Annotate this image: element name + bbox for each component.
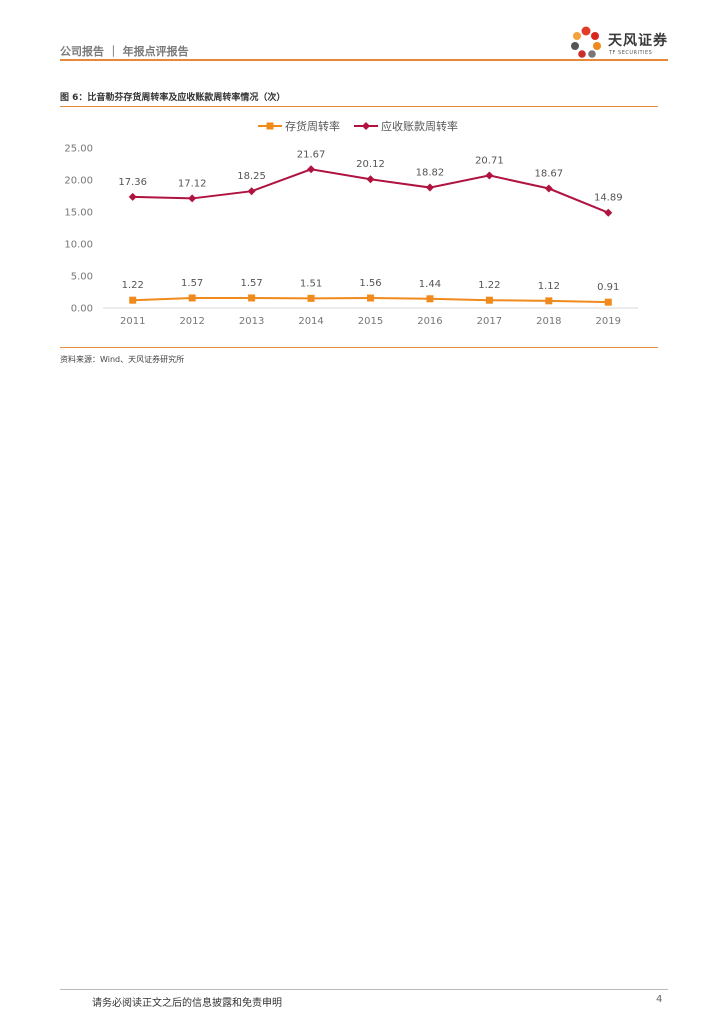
data-point-square	[129, 296, 137, 304]
figure-bottom-divider	[60, 347, 658, 348]
data-point-diamond	[604, 208, 613, 217]
data-point-diamond	[485, 171, 494, 180]
company-logo: 天风证券 TF SECURITIES	[568, 24, 678, 60]
data-point-diamond	[188, 194, 197, 203]
y-tick-label: 0.00	[71, 304, 93, 315]
y-tick-label: 20.00	[64, 176, 93, 187]
data-label: 20.12	[356, 159, 385, 170]
footer-disclaimer: 请务必阅读正文之后的信息披露和免责申明	[92, 998, 282, 1009]
data-label: 1.57	[181, 278, 203, 289]
turnover-line-chart: 0.00 5.00 10.00 15.00 20.00 25.00 2011 2012 2013…	[64, 119, 638, 327]
y-tick-label: 10.00	[64, 240, 93, 251]
data-point-square	[545, 297, 553, 305]
data-point-square	[188, 294, 196, 302]
data-label: 14.89	[594, 193, 623, 204]
data-label: 1.22	[478, 280, 500, 291]
data-label: 17.36	[118, 177, 147, 188]
data-label: 1.22	[122, 280, 144, 291]
data-point-diamond	[307, 165, 316, 174]
report-type-header: 公司报告 ｜ 年报点评报告	[60, 45, 189, 58]
logo-chinese-name: 天风证券	[608, 33, 668, 49]
legend-marker-diamond	[362, 122, 370, 130]
y-tick-label: 5.00	[71, 272, 93, 283]
figure-title: 图 6：比音勒芬存货周转率及应收账款周转率情况（次）	[60, 93, 286, 103]
data-label: 1.12	[538, 281, 560, 292]
x-tick-label: 2016	[417, 316, 442, 327]
data-label: 1.57	[240, 278, 262, 289]
data-point-diamond	[128, 192, 137, 201]
data-label: 1.56	[359, 278, 381, 289]
figure-source: 资料来源：Wind、天风证券研究所	[60, 355, 185, 364]
legend-label: 应收账款周转率	[381, 119, 458, 133]
x-tick-label: 2017	[477, 316, 502, 327]
data-label: 17.12	[178, 178, 207, 189]
data-label: 18.67	[535, 169, 564, 180]
footer-divider	[60, 989, 668, 990]
x-tick-label: 2019	[596, 316, 621, 327]
x-tick-label: 2015	[358, 316, 383, 327]
data-label: 0.91	[597, 282, 619, 293]
data-point-square	[248, 294, 256, 302]
data-point-square	[307, 294, 315, 302]
x-tick-label: 2011	[120, 316, 145, 327]
x-tick-label: 2013	[239, 316, 264, 327]
logo-english-name: TF SECURITIES	[609, 50, 653, 56]
x-tick-label: 2018	[536, 316, 561, 327]
data-label: 18.25	[237, 171, 266, 182]
data-point-square	[604, 298, 612, 306]
data-label: 20.71	[475, 155, 504, 166]
data-point-square	[426, 295, 434, 303]
data-point-diamond	[544, 184, 553, 193]
data-label: 1.44	[419, 279, 441, 290]
legend-label: 存货周转率	[285, 119, 340, 133]
flower-logo-icon	[571, 26, 601, 58]
x-tick-label: 2012	[179, 316, 204, 327]
y-tick-label: 15.00	[64, 208, 93, 219]
page-number: 4	[656, 994, 663, 1005]
data-point-square	[367, 294, 374, 302]
data-label: 21.67	[297, 149, 326, 160]
figure-top-divider	[60, 106, 658, 107]
data-point-diamond	[247, 187, 256, 196]
data-label: 18.82	[416, 168, 445, 179]
data-point-diamond	[425, 183, 434, 192]
legend-marker-square	[266, 122, 274, 130]
x-tick-label: 2014	[298, 316, 323, 327]
header-divider	[60, 59, 668, 61]
data-point-diamond	[366, 175, 375, 184]
data-label: 1.51	[300, 278, 322, 289]
y-tick-label: 25.00	[64, 144, 93, 155]
data-point-square	[485, 296, 493, 304]
